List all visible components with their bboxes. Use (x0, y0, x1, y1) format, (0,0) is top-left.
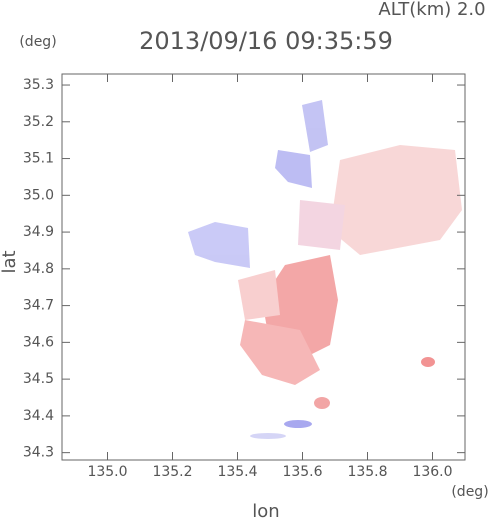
altitude-label: ALT(km) 2.0 (378, 0, 485, 20)
x-axis-label: lon (252, 501, 279, 521)
y-unit: (deg) (19, 34, 56, 50)
y-tick-label: 34.7 (23, 298, 54, 314)
y-tick-label: 35.0 (23, 187, 54, 203)
y-tick-label: 34.6 (23, 334, 54, 350)
y-tick-label: 34.9 (23, 224, 54, 240)
y-tick-label: 34.5 (23, 371, 54, 387)
chart-title: 2013/09/16 09:35:59 (139, 27, 393, 55)
x-tick-label: 136.0 (412, 464, 452, 480)
x-unit: (deg) (451, 484, 488, 500)
x-tick-label: 135.2 (152, 464, 192, 480)
y-tick-label: 34.8 (23, 261, 54, 277)
x-tick-label: 135.8 (347, 464, 387, 480)
y-tick-label: 35.2 (23, 114, 54, 130)
x-tick-label: 135.0 (87, 464, 127, 480)
velocity-field (188, 100, 462, 439)
y-tick-label: 35.1 (23, 151, 54, 167)
x-tick-label: 135.4 (217, 464, 257, 480)
plot-frame (61, 73, 466, 461)
y-tick-label: 34.4 (23, 408, 54, 424)
y-tick-label: 35.3 (23, 77, 54, 93)
x-tick-label: 135.6 (282, 464, 322, 480)
y-axis-label: lat (0, 250, 20, 273)
y-tick-label: 34.3 (23, 445, 54, 461)
